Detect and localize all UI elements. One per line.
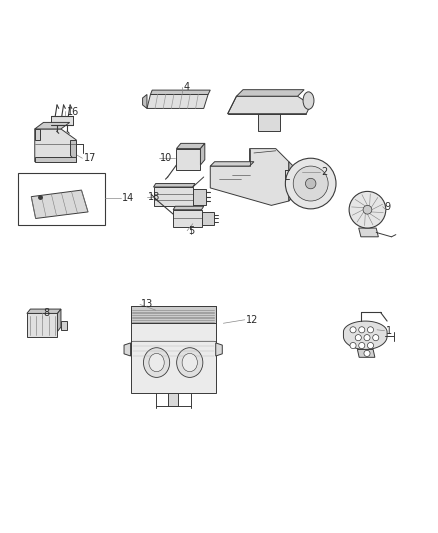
Polygon shape [57, 309, 61, 332]
Text: 12: 12 [246, 315, 258, 325]
Polygon shape [201, 212, 214, 224]
Polygon shape [31, 190, 88, 219]
Ellipse shape [182, 353, 198, 372]
Ellipse shape [303, 92, 314, 109]
Polygon shape [124, 343, 131, 356]
Circle shape [350, 343, 356, 349]
Circle shape [293, 166, 328, 201]
Ellipse shape [177, 348, 203, 377]
Circle shape [359, 327, 365, 333]
Polygon shape [153, 183, 195, 187]
Polygon shape [357, 350, 375, 357]
Circle shape [373, 335, 379, 341]
Text: 16: 16 [67, 107, 79, 117]
Circle shape [305, 179, 316, 189]
Polygon shape [201, 143, 205, 165]
Circle shape [363, 205, 372, 214]
Text: 1: 1 [386, 326, 392, 336]
Polygon shape [343, 321, 387, 350]
Polygon shape [228, 96, 311, 114]
Circle shape [359, 343, 365, 349]
Polygon shape [210, 161, 254, 166]
Circle shape [367, 343, 374, 349]
Polygon shape [35, 157, 76, 161]
Polygon shape [27, 309, 61, 313]
Text: 18: 18 [148, 192, 160, 201]
Polygon shape [258, 114, 280, 131]
Circle shape [350, 327, 356, 333]
Text: 10: 10 [160, 153, 172, 163]
Text: 17: 17 [84, 153, 96, 163]
Text: 2: 2 [321, 167, 328, 177]
Bar [18, 173, 106, 225]
Circle shape [355, 335, 361, 341]
Polygon shape [173, 210, 201, 227]
Polygon shape [35, 129, 40, 140]
Polygon shape [131, 306, 216, 393]
Text: 4: 4 [183, 83, 189, 93]
Polygon shape [359, 228, 378, 237]
Text: 14: 14 [122, 192, 134, 203]
Text: 5: 5 [188, 225, 194, 236]
Circle shape [349, 191, 386, 228]
Polygon shape [177, 143, 205, 149]
Polygon shape [177, 149, 201, 171]
Polygon shape [150, 90, 210, 94]
Polygon shape [35, 123, 70, 129]
Polygon shape [153, 187, 193, 206]
Circle shape [286, 158, 336, 209]
Polygon shape [131, 306, 216, 323]
Polygon shape [35, 129, 76, 161]
Polygon shape [193, 189, 206, 205]
Circle shape [367, 327, 374, 333]
Polygon shape [210, 149, 289, 205]
Polygon shape [51, 116, 73, 125]
Circle shape [364, 350, 370, 357]
Polygon shape [70, 140, 76, 161]
Text: 13: 13 [141, 300, 154, 310]
Text: 9: 9 [384, 201, 390, 212]
Polygon shape [168, 393, 178, 406]
Polygon shape [173, 206, 204, 210]
Circle shape [364, 335, 370, 341]
Polygon shape [289, 161, 293, 201]
Polygon shape [27, 313, 57, 337]
Ellipse shape [144, 348, 170, 377]
Polygon shape [147, 94, 208, 108]
Ellipse shape [149, 353, 164, 372]
Text: 8: 8 [43, 308, 49, 318]
Polygon shape [61, 321, 67, 330]
Polygon shape [286, 171, 289, 179]
Polygon shape [143, 94, 147, 108]
Polygon shape [216, 343, 222, 356]
Polygon shape [237, 90, 304, 96]
